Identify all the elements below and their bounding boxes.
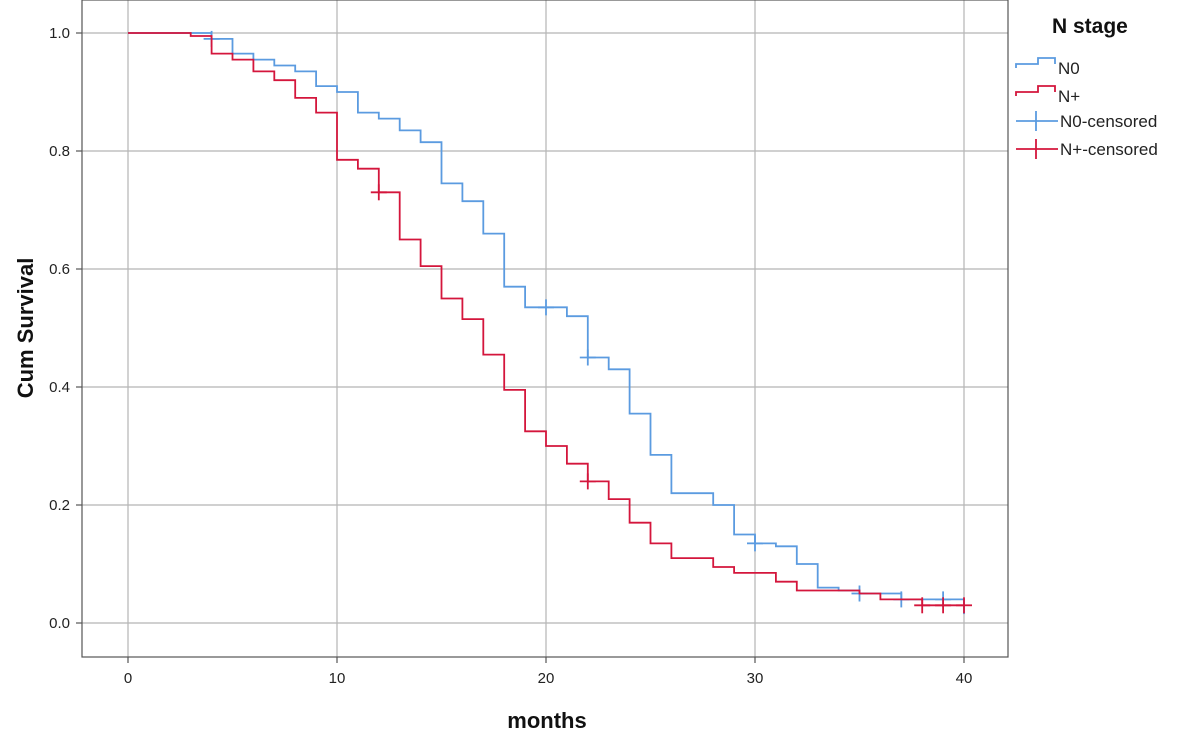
censor-mark-nplus-0 [370, 184, 387, 201]
x-tick-label-3: 30 [747, 670, 764, 687]
y-tick-label-5: 1.0 [49, 25, 70, 42]
y-axis-title: Cum Survival [13, 258, 38, 399]
legend: N stage N0 N+ N0-censored N+-censored [1015, 15, 1158, 159]
grid [82, 0, 1008, 657]
legend-label-nplus-censored: N+-censored [1060, 140, 1158, 159]
y-tick-label-4: 0.8 [49, 143, 70, 160]
x-axis-ticks: 0 10 20 30 40 [124, 657, 973, 687]
legend-item-n0: N0 [1015, 57, 1080, 78]
censor-mark-nplus-2 [914, 597, 931, 614]
y-tick-label-2: 0.4 [49, 379, 70, 396]
legend-label-n0: N0 [1058, 59, 1080, 78]
x-tick-label-2: 20 [538, 670, 555, 687]
series-layer [128, 30, 972, 615]
legend-label-n0-censored: N0-censored [1060, 112, 1157, 131]
x-axis-title: months [507, 708, 586, 733]
legend-item-nplus: N+ [1015, 85, 1080, 106]
y-tick-label-3: 0.6 [49, 261, 70, 278]
x-tick-label-0: 0 [124, 670, 132, 687]
legend-item-n0-censored: N0-censored [1016, 111, 1157, 131]
x-tick-label-1: 10 [329, 670, 346, 687]
series-line-nplus [128, 32, 964, 607]
y-axis-ticks: 0.0 0.2 0.4 0.6 0.8 1.0 [49, 25, 82, 632]
y-tick-label-0: 0.0 [49, 615, 70, 632]
series-line-n0 [128, 32, 965, 615]
censor-mark-nplus-4 [956, 597, 972, 614]
censor-mark-nplus-3 [935, 597, 952, 614]
legend-label-nplus: N+ [1058, 87, 1080, 106]
censor-mark-n0-1 [538, 299, 554, 316]
censor-mark-n0-3 [747, 535, 763, 552]
y-tick-label-1: 0.2 [49, 497, 70, 514]
x-tick-label-4: 40 [956, 670, 973, 687]
legend-swatch-n0 [1015, 57, 1056, 68]
legend-swatch-nplus [1015, 85, 1056, 96]
legend-item-nplus-censored: N+-censored [1016, 139, 1158, 159]
plot-frame [81, 0, 1009, 658]
legend-title: N stage [1052, 15, 1128, 38]
censor-mark-n0-2 [579, 349, 596, 366]
censor-mark-nplus-1 [579, 473, 596, 490]
